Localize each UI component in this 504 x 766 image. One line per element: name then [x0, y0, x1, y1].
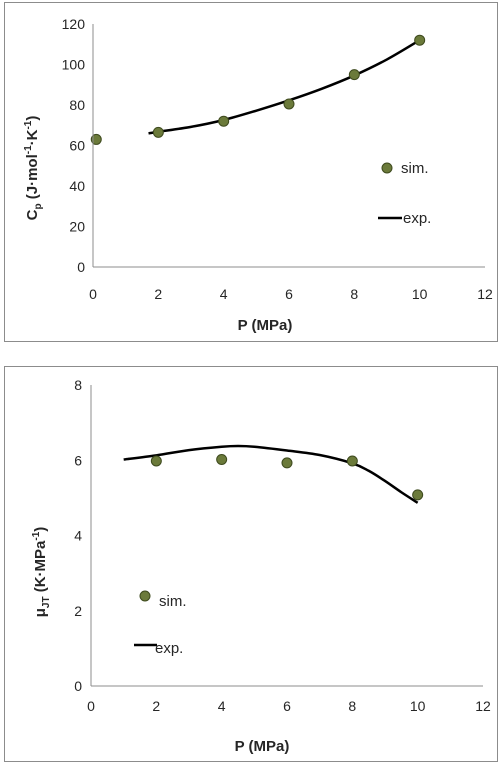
sim-data-point: [414, 34, 426, 46]
x-tick-label: 10: [410, 698, 426, 714]
sim-data-point: [216, 453, 228, 465]
sim-data-point: [283, 98, 295, 110]
x-tick-label: 8: [348, 698, 356, 714]
y-tick-label: 0: [77, 259, 85, 275]
legend: sim. exp.: [378, 160, 431, 227]
y-tick-label: 8: [74, 377, 82, 393]
sim-data-point: [150, 455, 162, 467]
y-tick-label: 80: [69, 97, 85, 113]
x-tick-label: 12: [477, 286, 493, 302]
legend: sim. exp.: [134, 590, 187, 657]
legend-exp-label: exp.: [155, 640, 183, 657]
y-tick-label: 0: [74, 678, 82, 694]
x-tick-label: 6: [283, 698, 291, 714]
cp-chart-panel: P (MPa) Cp (J·mol-1·K-1) sim. exp. 0 20 40…: [4, 2, 498, 342]
y-tick-label: 120: [62, 16, 86, 32]
x-tick-label: 2: [152, 698, 160, 714]
sim-data-point: [412, 489, 424, 501]
mujt-chart-panel: P (MPa) μJT (K·MPa-1) sim. exp. 0 2 4 6 8 0 2 4…: [4, 366, 498, 762]
sim-data-point: [218, 115, 230, 127]
mujt-chart: P (MPa) μJT (K·MPa-1) sim. exp. 0 2 4 6 8 0 2 4…: [31, 377, 491, 755]
sim-data-point: [348, 69, 360, 81]
sim-data-point: [346, 455, 358, 467]
y-tick-label: 100: [62, 57, 86, 73]
exp-series-line: [148, 39, 421, 135]
y-tick-label: 2: [74, 603, 82, 619]
x-tick-label: 8: [350, 286, 358, 302]
legend-exp-label: exp.: [403, 210, 431, 227]
sim-data-point: [152, 126, 164, 138]
y-tick-label: 40: [69, 178, 85, 194]
y-tick-label: 6: [74, 452, 82, 468]
y-axis-title: μJT (K·MPa-1): [31, 527, 52, 618]
x-tick-label: 0: [87, 698, 95, 714]
y-tick-label: 4: [74, 528, 82, 544]
legend-sim-label: sim.: [159, 593, 187, 610]
legend-sim-label: sim.: [401, 160, 429, 177]
legend-sim-marker: [381, 162, 393, 174]
y-tick-label: 20: [69, 219, 85, 235]
x-tick-label: 4: [220, 286, 228, 302]
x-tick-label: 2: [154, 286, 162, 302]
x-axis-title: P (MPa): [238, 317, 293, 334]
x-tick-label: 6: [285, 286, 293, 302]
cp-chart: P (MPa) Cp (J·mol-1·K-1) sim. exp. 02040…: [23, 16, 493, 334]
svg-text:μJT (K·MPa-1): μJT (K·MPa-1): [31, 527, 52, 618]
svg-text:Cp (J·mol-1·K-1): Cp (J·mol-1·K-1): [23, 116, 44, 221]
x-tick-label: 10: [412, 286, 428, 302]
legend-sim-marker: [139, 590, 151, 602]
sim-data-point: [281, 457, 293, 469]
svg-text:P (MPa): P (MPa): [235, 738, 290, 755]
sim-data-point: [90, 133, 102, 145]
y-tick-label: 60: [69, 138, 85, 154]
x-tick-label: 12: [475, 698, 491, 714]
y-axis-title: Cp (J·mol-1·K-1): [23, 116, 44, 221]
exp-series-line: [123, 444, 419, 504]
x-axis-title: P (MPa): [235, 738, 290, 755]
svg-text:P (MPa): P (MPa): [238, 317, 293, 334]
x-tick-label: 4: [218, 698, 226, 714]
x-tick-label: 0: [89, 286, 97, 302]
